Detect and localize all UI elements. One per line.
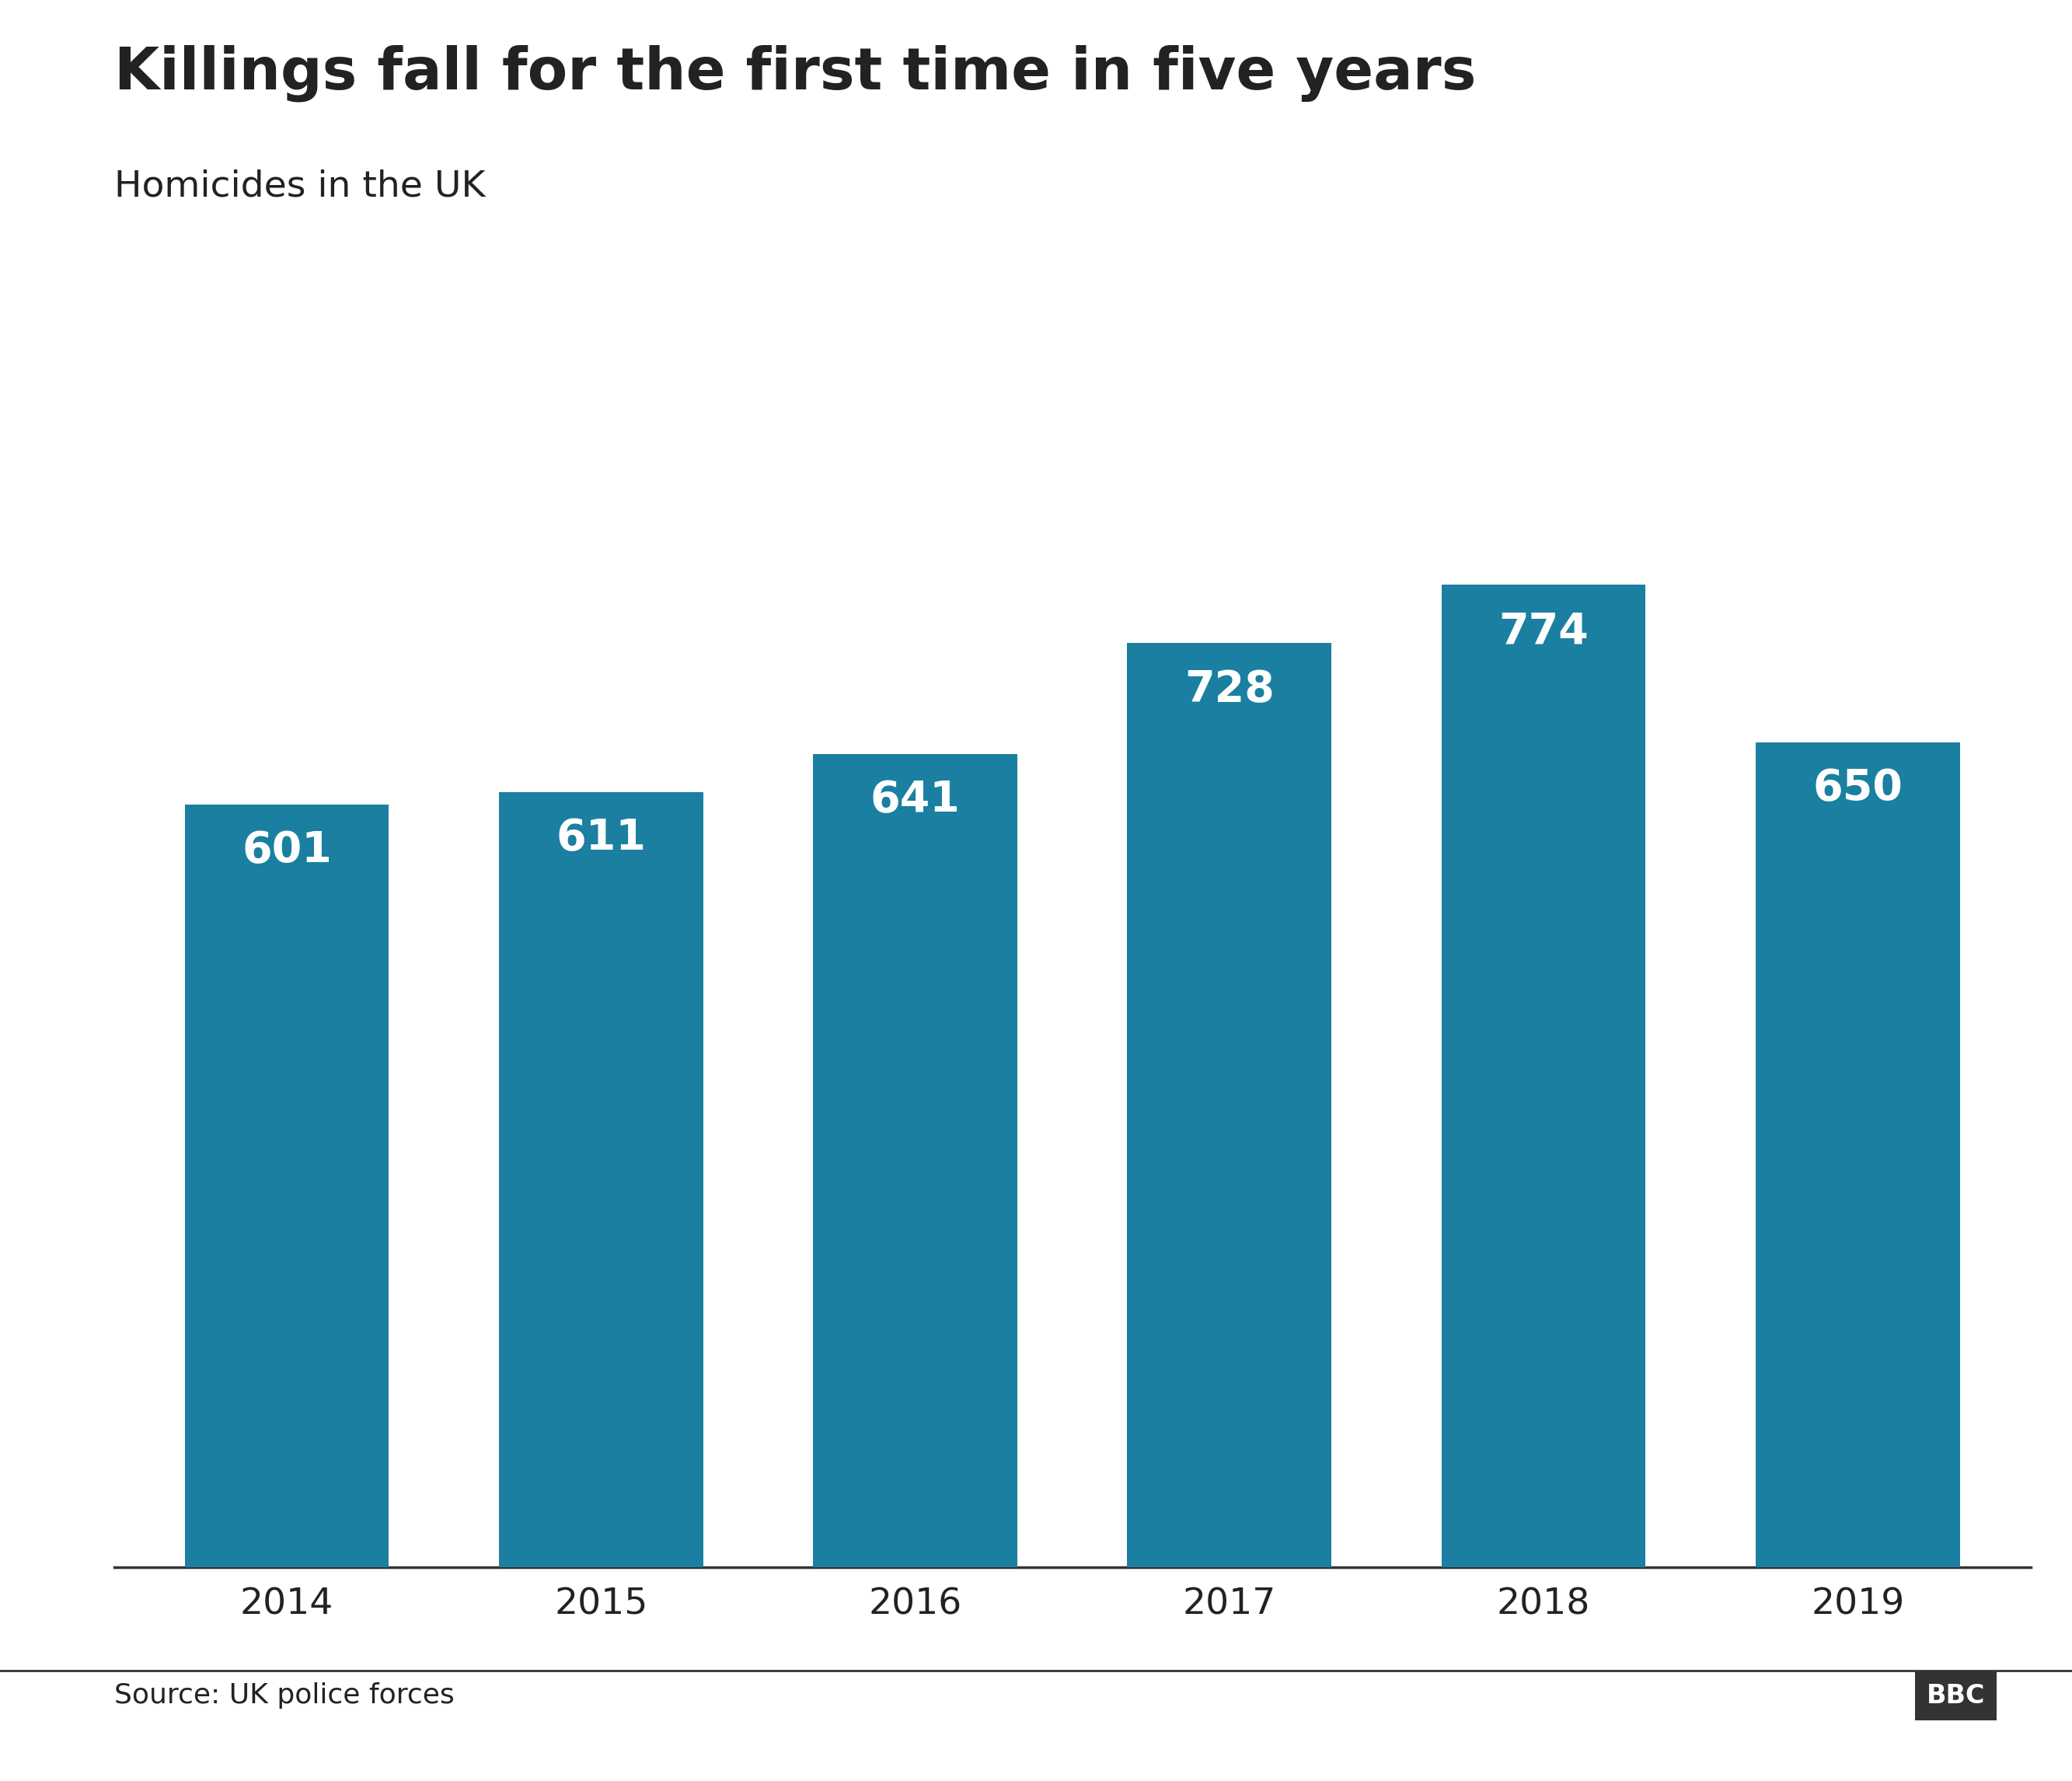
Text: 728: 728 <box>1185 668 1274 711</box>
Bar <box>1442 584 1645 1567</box>
Text: 601: 601 <box>242 830 332 873</box>
Text: 611: 611 <box>555 817 646 858</box>
Bar <box>1755 743 1960 1567</box>
Text: 650: 650 <box>1813 768 1902 810</box>
Bar <box>1127 643 1332 1567</box>
Text: Killings fall for the first time in five years: Killings fall for the first time in five… <box>114 45 1475 102</box>
Bar <box>812 753 1017 1567</box>
Text: Source: UK police forces: Source: UK police forces <box>114 1683 454 1708</box>
Text: BBC: BBC <box>1927 1683 1985 1708</box>
Text: 641: 641 <box>870 778 959 821</box>
Text: Homicides in the UK: Homicides in the UK <box>114 169 485 205</box>
Text: 774: 774 <box>1498 611 1589 652</box>
Bar <box>499 793 702 1567</box>
Bar <box>184 805 390 1567</box>
